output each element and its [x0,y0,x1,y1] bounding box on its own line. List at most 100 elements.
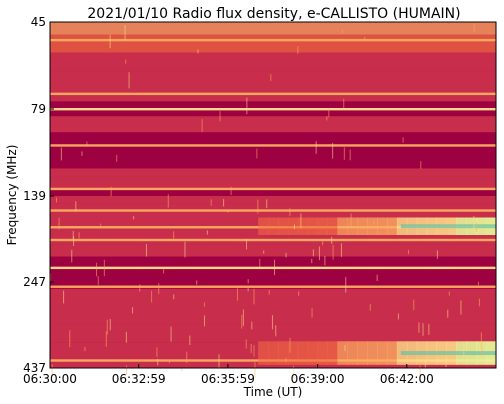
burst-segment [377,341,388,365]
speckle-mark [189,335,191,345]
burst-segment [277,341,289,365]
speckle-mark [51,364,53,376]
speckle-mark [60,147,62,161]
spectrogram-plot-area [49,21,497,379]
burst-core [400,224,496,229]
burst-segment [357,217,368,236]
speckle-mark [478,298,480,307]
speckle-mark [420,161,422,169]
speckle-mark [259,258,261,268]
speckle-mark [73,236,75,246]
speckle-mark [245,339,247,349]
speckle-mark [253,345,255,357]
burst-segment [337,217,348,236]
speckle-mark [158,283,160,295]
plot-frame [49,21,497,369]
speckle-mark [256,148,258,159]
speckle-mark [250,343,252,354]
burst-segment [317,217,329,236]
speckle-mark [343,98,345,109]
speckle-mark [341,29,343,33]
speckle-mark [96,262,98,277]
speckle-mark [251,321,253,330]
speckle-mark [407,249,409,254]
speckle-mark [350,213,352,228]
speckle-mark [364,36,366,42]
burst-segment [317,341,329,365]
speckle-mark [448,291,450,296]
burst-segment [357,341,368,365]
x-axis-label: Time (UT) [243,385,303,399]
bright-line-229mhz [50,266,496,270]
speckle-mark [58,217,60,230]
speckle-mark [103,259,105,277]
speckle-mark [139,284,141,292]
burst-segment [327,341,338,365]
speckle-mark [481,349,483,356]
heatmap-band [50,70,496,86]
bright-line-104mhz [50,144,496,147]
heatmap-band [50,305,496,325]
heatmap-speckle [50,23,483,379]
speckle-mark [289,208,291,217]
speckle-mark [446,228,448,236]
speckle-mark [480,332,482,349]
speckle-mark [413,299,415,311]
burst-segment [277,217,289,236]
speckle-mark [203,302,205,307]
speckle-mark [300,213,302,228]
speckle-mark [402,137,404,143]
speckle-mark [170,326,172,342]
speckle-mark [473,215,475,232]
speckle-mark [125,331,127,343]
speckle-mark [331,236,333,245]
burst-segment [307,217,319,236]
y-tick-label: 247 [23,275,46,289]
speckle-mark [197,49,199,54]
speckle-mark [230,186,232,196]
speckle-mark [109,34,111,49]
speckle-mark [75,201,77,212]
heatmap-band [50,244,496,257]
speckle-mark [418,322,420,333]
speckle-mark [81,151,83,156]
heatmap-band [50,177,496,189]
speckle-mark [196,280,198,285]
speckle-mark [63,290,65,304]
speckle-mark [254,362,256,378]
speckle-mark [167,194,169,208]
speckle-mark [55,197,57,203]
heatmap-band [50,168,496,178]
speckle-mark [311,307,313,318]
speckle-mark [50,273,52,283]
burst-segment [268,341,279,365]
speckle-mark [156,347,158,358]
speckle-mark [477,281,479,286]
burst-segment [386,217,398,236]
bright-line-79mhz [50,108,496,111]
burst-segment [258,217,269,236]
heatmap-bands [50,22,497,368]
heatmap-band [50,116,496,133]
y-tick-label: 437 [23,361,46,375]
speckle-mark [184,241,186,258]
speckle-mark [293,224,295,230]
speckle-mark [86,141,88,147]
burst-segment [377,217,388,236]
heatmap-band [50,288,496,306]
speckle-mark [186,351,188,364]
bright-line-134mhz [50,187,496,191]
speckle-mark [173,231,175,239]
speckle-mark [345,276,347,293]
speckle-mark [460,300,462,315]
speckle-mark [168,360,170,364]
x-tick-label: 06:30:00 [23,372,77,386]
speckle-mark [78,232,80,239]
speckle-mark [203,315,205,327]
speckle-mark [223,199,225,207]
speckle-mark [236,288,238,301]
heatmap-band [50,196,496,204]
burst-segment [268,217,279,236]
speckle-mark [344,344,346,352]
x-tick-label: 06:39:00 [291,372,345,386]
